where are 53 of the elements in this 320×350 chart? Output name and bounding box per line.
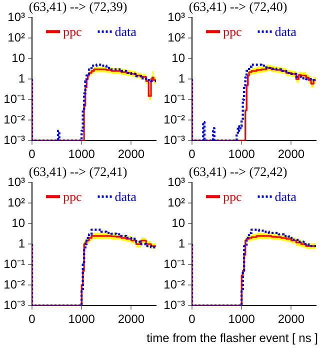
legend-label: data xyxy=(274,24,297,40)
chart-title: (63,41) --> (72,40) xyxy=(188,0,288,14)
y-tick-label: 1 xyxy=(178,71,186,86)
x-tick-label: 2000 xyxy=(118,312,145,326)
y-tick-label: 10⁻² xyxy=(4,277,26,292)
y-tick-label: 10² xyxy=(8,195,26,210)
legend-label: ppc xyxy=(223,189,242,204)
y-tick-label: 10⁻³ xyxy=(4,132,26,147)
y-tick-label: 10² xyxy=(8,30,26,44)
y-tick-label: 10⁻³ xyxy=(164,132,186,147)
legend-label: data xyxy=(274,189,297,204)
y-tick-label: 10 xyxy=(12,50,26,65)
y-tick-label: 10 xyxy=(172,50,186,65)
y-tick-label: 10² xyxy=(168,195,186,210)
y-tick-label: 10⁻² xyxy=(164,277,186,292)
x-tick-label: 1000 xyxy=(68,147,96,162)
legend-label: data xyxy=(114,189,137,204)
y-tick-label: 10⁻¹ xyxy=(164,256,186,271)
x-tick-label: 1000 xyxy=(228,312,256,326)
y-tick-label: 10⁻³ xyxy=(4,298,26,312)
x-tick-label: 0 xyxy=(28,312,36,326)
chart-title: (63,41) --> (72,39) xyxy=(28,0,128,14)
chart-title: (63,41) --> (72,41) xyxy=(28,164,128,180)
x-tick-label: 2000 xyxy=(278,147,305,162)
chart-title: (63,41) --> (72,42) xyxy=(188,164,288,180)
legend-label: data xyxy=(114,24,137,40)
y-tick-label: 10² xyxy=(168,30,186,44)
y-tick-label: 10 xyxy=(12,216,26,230)
x-tick-label: 0 xyxy=(188,312,196,326)
y-tick-label: 10³ xyxy=(8,10,26,24)
y-tick-label: 10⁻² xyxy=(164,112,186,126)
y-tick-label: 1 xyxy=(18,71,26,86)
y-tick-label: 10⁻³ xyxy=(164,298,186,312)
y-tick-label: 1 xyxy=(18,236,26,250)
y-tick-label: 10⁻¹ xyxy=(164,92,186,106)
y-tick-label: 10³ xyxy=(8,174,26,189)
x-tick-label: 0 xyxy=(28,147,36,162)
x-tick-label: 1000 xyxy=(228,147,256,162)
y-tick-label: 10³ xyxy=(168,174,186,189)
y-tick-label: 1 xyxy=(178,236,186,250)
y-tick-label: 10⁻² xyxy=(4,112,26,126)
x-tick-label: 2000 xyxy=(278,312,305,326)
x-tick-label: 1000 xyxy=(68,312,96,326)
legend-label: ppc xyxy=(63,24,82,40)
legend-label: ppc xyxy=(63,189,82,204)
y-tick-label: 10³ xyxy=(168,10,186,24)
y-tick-label: 10 xyxy=(172,216,186,230)
y-tick-label: 10⁻¹ xyxy=(4,92,26,106)
legend-label: ppc xyxy=(223,24,242,40)
y-tick-label: 10⁻¹ xyxy=(4,256,26,271)
x-tick-label: 0 xyxy=(188,147,196,162)
x-axis-title: time from the flasher event [ ns ] xyxy=(146,331,318,345)
x-tick-label: 2000 xyxy=(118,147,145,162)
